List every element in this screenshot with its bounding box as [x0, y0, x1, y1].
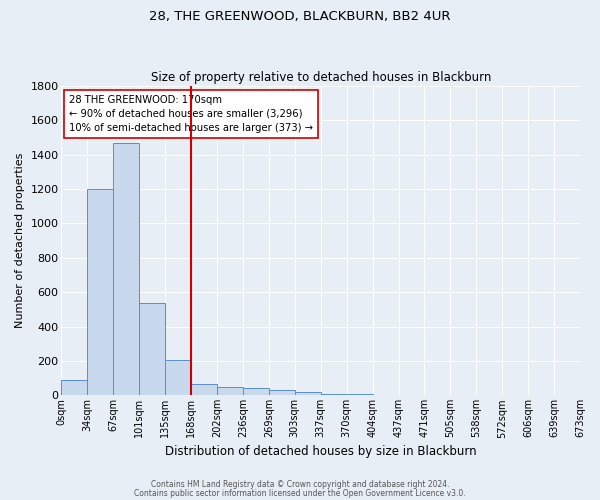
- Bar: [321, 394, 347, 396]
- Bar: [347, 394, 373, 396]
- Bar: [217, 386, 243, 396]
- Bar: [269, 390, 295, 396]
- Y-axis label: Number of detached properties: Number of detached properties: [15, 153, 25, 328]
- Text: Contains public sector information licensed under the Open Government Licence v3: Contains public sector information licen…: [134, 488, 466, 498]
- Bar: [191, 384, 217, 396]
- X-axis label: Distribution of detached houses by size in Blackburn: Distribution of detached houses by size …: [165, 444, 476, 458]
- Bar: [88, 189, 113, 396]
- Text: 28 THE GREENWOOD: 170sqm
← 90% of detached houses are smaller (3,296)
10% of sem: 28 THE GREENWOOD: 170sqm ← 90% of detach…: [69, 94, 313, 132]
- Bar: [165, 360, 191, 396]
- Bar: [243, 388, 269, 396]
- Bar: [139, 302, 165, 396]
- Text: 28, THE GREENWOOD, BLACKBURN, BB2 4UR: 28, THE GREENWOOD, BLACKBURN, BB2 4UR: [149, 10, 451, 23]
- Text: Contains HM Land Registry data © Crown copyright and database right 2024.: Contains HM Land Registry data © Crown c…: [151, 480, 449, 489]
- Bar: [113, 142, 139, 396]
- Bar: [295, 392, 321, 396]
- Bar: [61, 380, 88, 396]
- Title: Size of property relative to detached houses in Blackburn: Size of property relative to detached ho…: [151, 70, 491, 84]
